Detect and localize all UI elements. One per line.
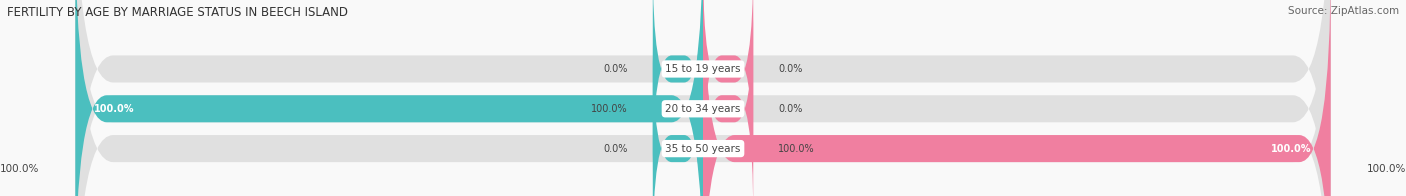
FancyBboxPatch shape bbox=[652, 0, 703, 175]
FancyBboxPatch shape bbox=[703, 0, 1330, 196]
FancyBboxPatch shape bbox=[76, 0, 703, 196]
Text: 20 to 34 years: 20 to 34 years bbox=[665, 104, 741, 114]
Text: 0.0%: 0.0% bbox=[779, 64, 803, 74]
FancyBboxPatch shape bbox=[76, 0, 1330, 196]
FancyBboxPatch shape bbox=[76, 0, 1330, 196]
Text: 100.0%: 100.0% bbox=[0, 164, 39, 174]
Text: 100.0%: 100.0% bbox=[591, 104, 627, 114]
Text: Source: ZipAtlas.com: Source: ZipAtlas.com bbox=[1288, 6, 1399, 16]
Text: 100.0%: 100.0% bbox=[1271, 144, 1312, 154]
FancyBboxPatch shape bbox=[652, 43, 703, 196]
FancyBboxPatch shape bbox=[703, 0, 754, 175]
Text: 35 to 50 years: 35 to 50 years bbox=[665, 144, 741, 154]
Text: 100.0%: 100.0% bbox=[779, 144, 815, 154]
Text: 0.0%: 0.0% bbox=[779, 104, 803, 114]
Text: FERTILITY BY AGE BY MARRIAGE STATUS IN BEECH ISLAND: FERTILITY BY AGE BY MARRIAGE STATUS IN B… bbox=[7, 6, 349, 19]
Text: 100.0%: 100.0% bbox=[1367, 164, 1406, 174]
FancyBboxPatch shape bbox=[76, 0, 1330, 196]
Text: 100.0%: 100.0% bbox=[94, 104, 135, 114]
Text: 0.0%: 0.0% bbox=[603, 64, 627, 74]
Text: 0.0%: 0.0% bbox=[603, 144, 627, 154]
FancyBboxPatch shape bbox=[703, 3, 754, 196]
Text: 15 to 19 years: 15 to 19 years bbox=[665, 64, 741, 74]
